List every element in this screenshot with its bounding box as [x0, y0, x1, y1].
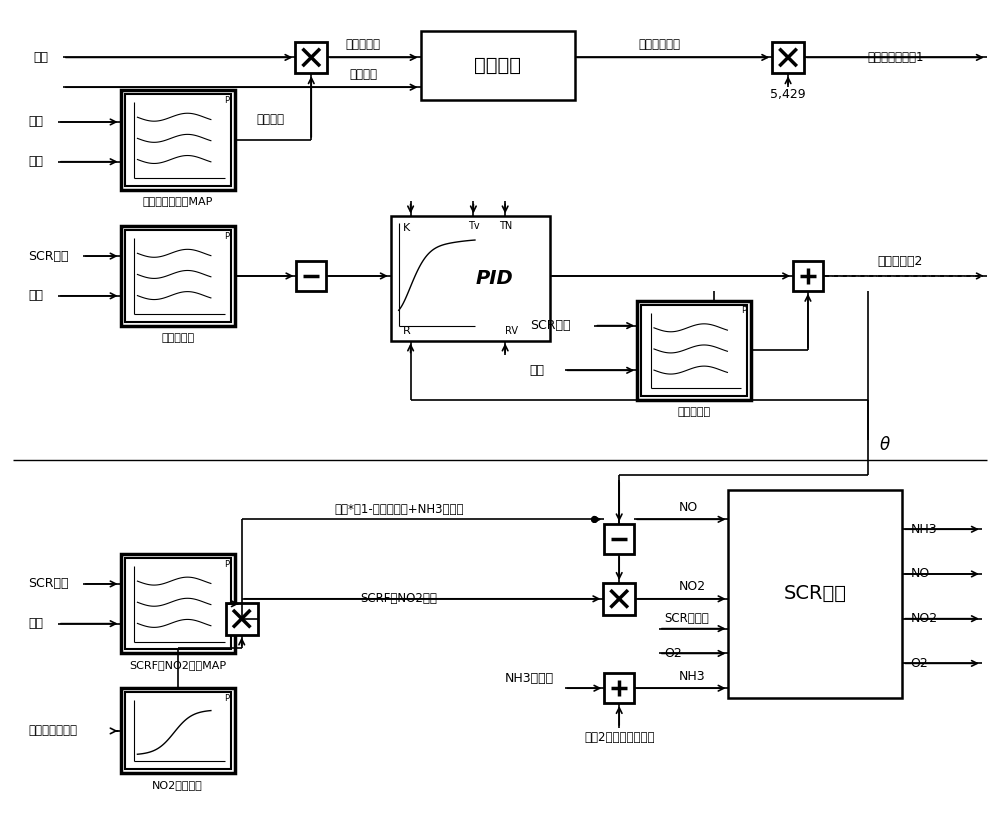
Text: 需求尿素喷射量1: 需求尿素喷射量1 [868, 51, 924, 64]
Bar [641, 305, 747, 396]
Text: 转化效率设定值: 转化效率设定值 [28, 724, 77, 737]
Text: SCR温度: SCR温度 [28, 250, 69, 262]
Bar [226, 603, 258, 634]
Text: SCR前温度: SCR前温度 [664, 613, 709, 625]
Text: 尿素喷射量2: 尿素喷射量2 [877, 255, 923, 267]
Text: SCR模型: SCR模型 [784, 584, 847, 603]
Text: 转化效率设定值MAP: 转化效率设定值MAP [142, 196, 213, 206]
Bar [125, 94, 231, 185]
Text: 氨的质量流量: 氨的质量流量 [638, 38, 680, 51]
Text: 氨需求浓度: 氨需求浓度 [345, 38, 380, 51]
Text: RV: RV [505, 326, 518, 335]
Bar [295, 42, 327, 73]
Bar [728, 489, 902, 698]
Text: P: P [224, 694, 229, 702]
Text: O2: O2 [664, 647, 682, 660]
Text: P: P [224, 560, 229, 568]
Text: K: K [403, 223, 410, 233]
Text: 前馈氨氮比: 前馈氨氮比 [678, 407, 711, 417]
Text: SCRF后NO2比例: SCRF后NO2比例 [360, 592, 437, 605]
Text: 排气流量: 排气流量 [349, 68, 377, 80]
Text: Tv: Tv [468, 221, 479, 231]
Text: NO: NO [910, 567, 930, 581]
Text: 喷嘴2实际尿素喷射量: 喷嘴2实际尿素喷射量 [584, 732, 654, 744]
Bar [125, 692, 231, 768]
Text: P: P [741, 306, 746, 315]
Bar [772, 42, 804, 73]
Text: SCRF后NO2比例MAP: SCRF后NO2比例MAP [129, 660, 226, 670]
Text: SCR温度: SCR温度 [28, 577, 69, 591]
Text: 转化效率: 转化效率 [257, 113, 285, 127]
Text: 空速: 空速 [28, 617, 43, 630]
Text: NH3传感器: NH3传感器 [505, 672, 554, 685]
Bar [391, 216, 550, 340]
Bar [604, 673, 634, 703]
Text: 原排*（1-转化效率）+NH3传感器: 原排*（1-转化效率）+NH3传感器 [334, 503, 463, 516]
Text: TN: TN [499, 221, 512, 231]
Bar [125, 230, 231, 322]
Text: 空速: 空速 [28, 155, 43, 168]
Bar [125, 558, 231, 649]
Bar [793, 261, 823, 291]
Text: NO2: NO2 [679, 581, 706, 593]
Text: 空速: 空速 [530, 364, 545, 377]
Text: R: R [403, 326, 410, 335]
Text: 5,429: 5,429 [770, 88, 806, 101]
Bar [121, 688, 235, 773]
Text: 空速: 空速 [28, 289, 43, 303]
Text: 氨储设定值: 氨储设定值 [161, 333, 194, 343]
Text: P: P [224, 232, 229, 241]
Bar [603, 583, 635, 615]
Bar [121, 554, 235, 654]
Bar [604, 525, 634, 554]
Text: P: P [224, 96, 229, 105]
Text: PID: PID [475, 269, 513, 288]
Bar [121, 226, 235, 326]
Bar [421, 31, 575, 100]
Bar [296, 261, 326, 291]
Text: 原排: 原排 [33, 51, 48, 64]
Text: 温度: 温度 [28, 116, 43, 128]
Text: NH3: NH3 [910, 523, 937, 535]
Text: $\theta$: $\theta$ [879, 436, 891, 454]
Text: NO: NO [679, 501, 698, 514]
Bar [121, 91, 235, 189]
Text: O2: O2 [910, 657, 928, 670]
Bar [637, 301, 751, 400]
Text: NH3: NH3 [679, 670, 705, 683]
Text: NO2修正系数: NO2修正系数 [152, 779, 203, 789]
Text: SCR温度: SCR温度 [530, 319, 570, 332]
Text: 单位转化: 单位转化 [474, 56, 521, 75]
Text: NO2: NO2 [910, 613, 937, 625]
